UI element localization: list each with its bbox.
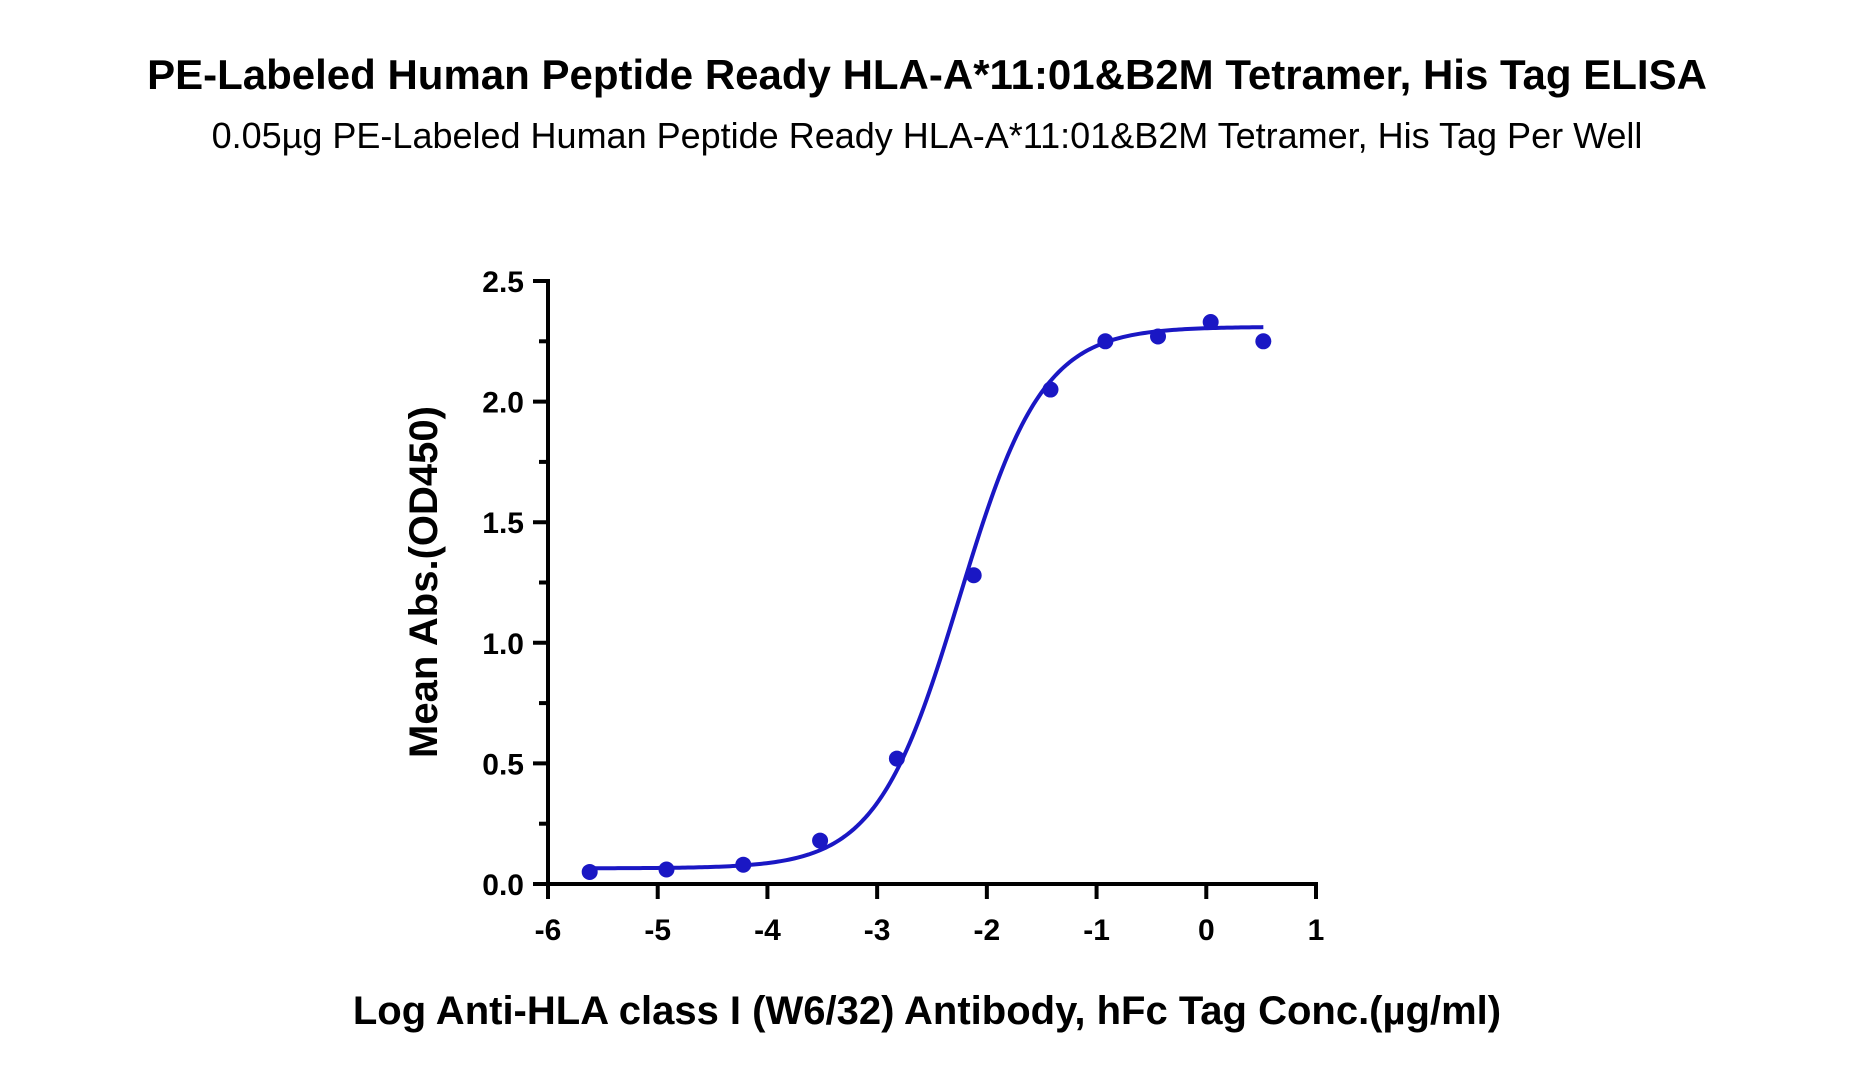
x-tick-label: -2 <box>974 914 1001 947</box>
data-point <box>1255 333 1272 350</box>
fit-curve <box>589 325 1264 871</box>
data-point <box>735 856 752 873</box>
y-tick-label: 1.5 <box>482 507 524 540</box>
x-tick-label: -3 <box>864 914 891 947</box>
x-tick-label: 0 <box>1198 914 1215 947</box>
data-points-layer <box>581 314 1272 880</box>
chart-subtitle: 0.05µg PE-Labeled Human Peptide Ready HL… <box>211 115 1643 156</box>
fit-curve-layer <box>589 325 1264 871</box>
x-tick-label: -1 <box>1083 914 1110 947</box>
y-axis-title: Mean Abs.(OD450) <box>402 406 446 758</box>
axes: 0.0 0.5 1.0 1.5 2.0 2.5 -6 -5 -4 -3 -2 -1 0 1 <box>482 266 1324 947</box>
data-point <box>965 567 982 584</box>
chart-title: PE-Labeled Human Peptide Ready HLA-A*11:… <box>147 51 1707 98</box>
data-point <box>1097 333 1114 350</box>
x-tick-label: -4 <box>754 914 781 947</box>
data-point <box>658 861 675 878</box>
data-point <box>888 750 905 767</box>
data-point <box>1202 314 1219 331</box>
x-tick-label: -6 <box>535 914 562 947</box>
y-tick-label: 0.5 <box>482 748 524 781</box>
data-point <box>581 863 598 880</box>
y-tick-label: 2.0 <box>482 387 524 420</box>
data-point <box>1150 328 1167 345</box>
y-tick-label: 2.5 <box>482 266 524 299</box>
y-tick-label: 0.0 <box>482 869 524 902</box>
x-tick-label: -5 <box>644 914 671 947</box>
data-point <box>812 832 829 849</box>
y-tick-label: 1.0 <box>482 628 524 661</box>
x-axis-title: Log Anti-HLA class I (W6/32) Antibody, h… <box>353 989 1501 1033</box>
x-tick-label: 1 <box>1308 914 1325 947</box>
data-point <box>1042 381 1059 398</box>
